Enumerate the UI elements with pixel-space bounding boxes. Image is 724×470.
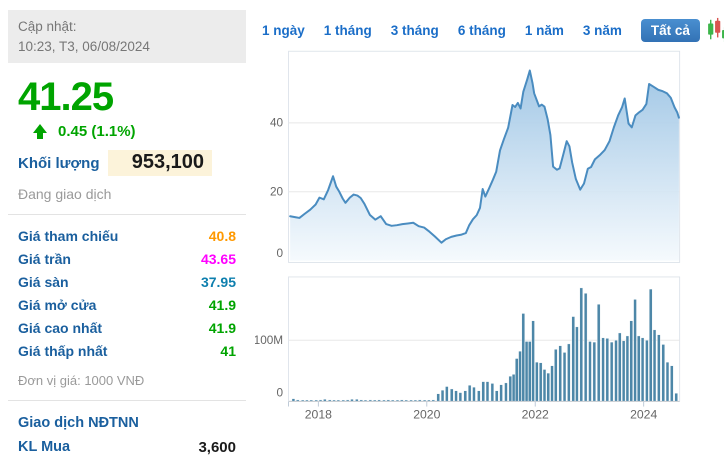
range-button-1-ngày[interactable]: 1 ngày: [262, 22, 305, 38]
up-arrow-icon: [32, 123, 48, 140]
update-info: Cập nhật: 10:23, T3, 06/08/2024: [8, 10, 246, 64]
volume-value: 953,100: [108, 150, 212, 177]
price-info-row: Giá thấp nhất 41: [18, 340, 236, 363]
price-info-row: Giá sàn 37.95: [18, 271, 236, 294]
svg-text:2018: 2018: [305, 407, 332, 421]
range-button-3-tháng[interactable]: 3 tháng: [390, 22, 439, 38]
price-info-label: Giá sàn: [18, 274, 69, 291]
price-info-row: Giá trần 43.65: [18, 248, 236, 271]
price-info-rows: Giá tham chiếu 40.8 Giá trần 43.65 Giá sàn 37…: [18, 225, 236, 363]
svg-text:2024: 2024: [630, 407, 657, 421]
price-info-value: 40.8: [208, 228, 236, 245]
svg-text:100M: 100M: [255, 334, 283, 347]
price-info-label: Giá thấp nhất: [18, 343, 108, 360]
foreign-trading-title: Giao dịch NĐTNN: [18, 415, 139, 432]
price-info-value: 37.95: [200, 274, 236, 291]
price-info-label: Giá cao nhất: [18, 320, 103, 337]
divider: [8, 400, 246, 402]
price-change: 0.45 (1.1%): [32, 123, 246, 140]
kl-mua-value: 3,600: [198, 439, 236, 457]
kl-mua-label: KL Mua: [18, 439, 71, 456]
range-button-6-tháng[interactable]: 6 tháng: [457, 22, 506, 38]
volume-row: Khối lượng 953,100: [18, 150, 246, 177]
last-price: 41.25: [18, 75, 114, 120]
svg-text:0: 0: [277, 387, 284, 400]
price-volume-chart[interactable]: 0 20 40 0 100M 2018 2020 2022 2024: [254, 44, 724, 470]
quote-panel: Cập nhật: 10:23, T3, 06/08/2024 41.25 0.…: [8, 10, 246, 456]
price-info-value: 41.9: [208, 297, 236, 314]
price-info-label: Giá tham chiếu: [18, 228, 119, 245]
update-time: 10:23, T3, 06/08/2024: [18, 38, 150, 54]
price-info-label: Giá mở cửa: [18, 297, 97, 314]
candlestick-icon[interactable]: [706, 17, 724, 43]
range-selector-toolbar: 1 ngày 1 tháng 3 tháng 6 tháng 1 năm 3 năm Tất…: [262, 17, 724, 43]
price-info-value: 41.9: [208, 320, 236, 337]
range-button-1-năm[interactable]: 1 năm: [524, 22, 564, 38]
range-button-3-năm[interactable]: 3 năm: [582, 22, 622, 38]
svg-text:20: 20: [270, 185, 284, 198]
price-info-row: Giá tham chiếu 40.8: [18, 225, 236, 248]
range-button-1-tháng[interactable]: 1 tháng: [323, 22, 372, 38]
chart-canvas[interactable]: 0 20 40 0 100M 2018 2020 2022 2024: [254, 44, 724, 470]
update-label: Cập nhật:: [18, 19, 77, 34]
divider: [8, 214, 246, 216]
price-info-value: 41: [220, 343, 236, 360]
change-text: 0.45 (1.1%): [58, 123, 136, 141]
volume-label: Khối lượng: [18, 154, 100, 172]
svg-text:0: 0: [277, 247, 284, 260]
price-info-label: Giá trần: [18, 251, 71, 268]
range-button-tất-cả[interactable]: Tất cả: [640, 18, 700, 42]
price-info-row: Giá mở cửa 41.9: [18, 294, 236, 317]
price-info-row: Giá cao nhất 41.9: [18, 317, 236, 340]
svg-text:2020: 2020: [413, 407, 440, 421]
price-info-value: 43.65: [200, 251, 236, 268]
svg-text:40: 40: [270, 117, 284, 130]
price-unit-note: Đơn vị giá: 1000 VNĐ: [18, 373, 145, 389]
kl-mua-row: KL Mua 3,600: [18, 439, 236, 456]
trading-status: Đang giao dịch: [18, 186, 112, 203]
svg-text:2022: 2022: [522, 407, 549, 421]
